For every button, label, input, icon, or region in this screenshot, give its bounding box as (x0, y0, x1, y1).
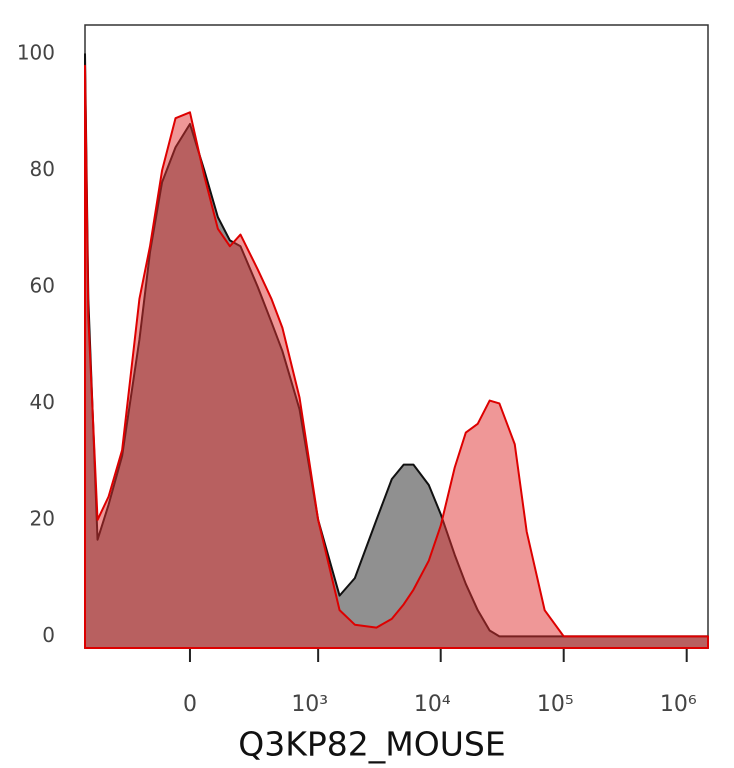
y-tick-label: 40 (30, 390, 55, 414)
x-tick-label: 10⁶ (660, 692, 697, 717)
y-tick-label: 100 (17, 41, 55, 65)
y-tick-label: 80 (30, 157, 55, 181)
x-axis-title: Q3KP82_MOUSE (238, 725, 505, 764)
y-tick-label: 0 (42, 623, 55, 647)
y-tick-label: 20 (30, 506, 55, 530)
x-tick-label: 0 (183, 692, 197, 717)
x-tick-label: 10³ (291, 692, 328, 717)
y-tick-label: 60 (30, 274, 55, 298)
series-area (84, 64, 709, 649)
x-tick-label: 10⁴ (414, 692, 451, 717)
x-tick-label: 10⁵ (537, 692, 574, 717)
